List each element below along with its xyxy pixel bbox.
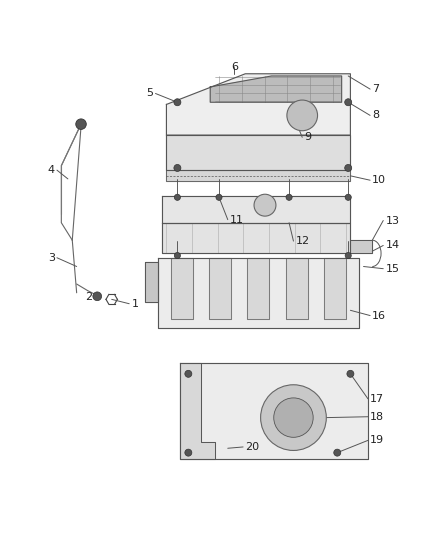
Polygon shape bbox=[180, 363, 215, 459]
Text: 17: 17 bbox=[370, 394, 384, 404]
Text: 13: 13 bbox=[385, 215, 399, 225]
Circle shape bbox=[347, 370, 354, 377]
Polygon shape bbox=[210, 76, 342, 102]
Text: 2: 2 bbox=[85, 292, 92, 302]
Circle shape bbox=[345, 253, 351, 259]
Circle shape bbox=[174, 194, 180, 200]
Circle shape bbox=[261, 385, 326, 450]
Text: 14: 14 bbox=[385, 240, 399, 251]
Text: 16: 16 bbox=[372, 311, 386, 320]
Polygon shape bbox=[166, 170, 350, 181]
Circle shape bbox=[287, 100, 318, 131]
Polygon shape bbox=[286, 258, 307, 319]
Text: 3: 3 bbox=[48, 253, 55, 263]
Polygon shape bbox=[162, 197, 350, 223]
Text: 12: 12 bbox=[296, 236, 310, 246]
Circle shape bbox=[174, 253, 180, 259]
Circle shape bbox=[76, 119, 86, 130]
Polygon shape bbox=[247, 258, 269, 319]
Text: 15: 15 bbox=[385, 264, 399, 273]
Circle shape bbox=[345, 165, 352, 172]
Circle shape bbox=[185, 449, 192, 456]
Polygon shape bbox=[350, 240, 372, 253]
Text: 10: 10 bbox=[372, 175, 386, 185]
Text: 20: 20 bbox=[245, 442, 259, 452]
Circle shape bbox=[345, 99, 352, 106]
Text: 8: 8 bbox=[372, 110, 379, 120]
Circle shape bbox=[334, 449, 341, 456]
Polygon shape bbox=[166, 74, 350, 135]
Polygon shape bbox=[209, 258, 231, 319]
Text: 18: 18 bbox=[370, 411, 384, 422]
Text: 11: 11 bbox=[230, 215, 244, 224]
Circle shape bbox=[185, 370, 192, 377]
Circle shape bbox=[174, 165, 181, 172]
Polygon shape bbox=[180, 363, 368, 459]
Text: 7: 7 bbox=[372, 84, 379, 94]
Polygon shape bbox=[166, 135, 350, 170]
Circle shape bbox=[286, 194, 292, 200]
Circle shape bbox=[93, 292, 102, 301]
Text: 19: 19 bbox=[370, 435, 384, 446]
Polygon shape bbox=[158, 258, 359, 328]
Polygon shape bbox=[145, 262, 158, 302]
Circle shape bbox=[254, 194, 276, 216]
Polygon shape bbox=[162, 223, 350, 253]
Text: 5: 5 bbox=[146, 88, 153, 99]
Text: 9: 9 bbox=[304, 132, 311, 142]
Text: 1: 1 bbox=[131, 298, 138, 309]
Circle shape bbox=[216, 194, 222, 200]
Circle shape bbox=[274, 398, 313, 437]
Text: 6: 6 bbox=[231, 62, 238, 72]
Text: 4: 4 bbox=[48, 165, 55, 175]
Circle shape bbox=[174, 99, 181, 106]
Circle shape bbox=[345, 194, 351, 200]
Polygon shape bbox=[171, 258, 193, 319]
Polygon shape bbox=[324, 258, 346, 319]
